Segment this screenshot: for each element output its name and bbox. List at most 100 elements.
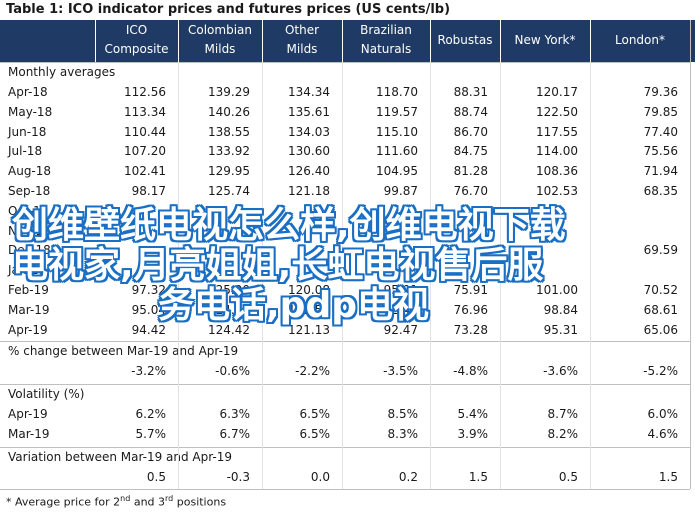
section-heading: Variation between Mar-19 and Apr-19 bbox=[8, 449, 233, 464]
cell: 124.52 bbox=[208, 302, 250, 317]
footnote-part: * Average price for 2 bbox=[6, 496, 121, 510]
overlay-text: 创维壁纸电视怎么样,创维电视下载 bbox=[12, 205, 566, 246]
cell: 0.0 bbox=[310, 469, 330, 484]
cell: 84.75 bbox=[453, 144, 488, 159]
row-label: Apr-19 bbox=[8, 406, 48, 421]
row-line bbox=[0, 446, 690, 448]
header-divider bbox=[342, 20, 343, 62]
cell: 3.9% bbox=[457, 427, 489, 442]
row-label: Jun-18 bbox=[8, 124, 47, 139]
column-divider bbox=[178, 62, 179, 490]
row-label: Apr-18 bbox=[8, 85, 48, 99]
cell: 120.08 bbox=[288, 283, 330, 297]
cell: -4.8% bbox=[453, 364, 488, 379]
cell: -3.2% bbox=[131, 364, 166, 379]
cell: 8.3% bbox=[387, 427, 419, 442]
column-divider bbox=[430, 62, 431, 490]
cell: 8.2% bbox=[547, 427, 579, 442]
cell: 117.55 bbox=[536, 124, 578, 139]
column-header: Composite bbox=[104, 42, 169, 56]
cell: 118.70 bbox=[376, 85, 418, 99]
cell: 134.34 bbox=[288, 85, 330, 99]
column-divider bbox=[590, 62, 591, 490]
cell: 110.44 bbox=[124, 124, 166, 139]
row-label: Jan-19 bbox=[8, 263, 47, 278]
cell: 73.28 bbox=[453, 322, 488, 337]
footnote-part: and 3 bbox=[130, 496, 166, 510]
cell: 97.32 bbox=[131, 283, 166, 297]
cell: 111.60 bbox=[376, 144, 418, 159]
cell: 99.87 bbox=[383, 184, 418, 198]
footnote-part: rd bbox=[165, 494, 174, 504]
row-line bbox=[0, 383, 690, 385]
cell: 138.55 bbox=[208, 124, 250, 139]
cell: 6.5% bbox=[299, 406, 331, 421]
cell: 107.20 bbox=[124, 144, 166, 159]
cell: 129.95 bbox=[208, 164, 250, 179]
cell: 88.31 bbox=[453, 85, 488, 99]
cell: -5.2% bbox=[643, 364, 678, 379]
cell: -3.6% bbox=[543, 364, 578, 379]
cell: 1.5 bbox=[658, 469, 678, 484]
cell: 0.5 bbox=[146, 469, 166, 484]
cell: 126.40 bbox=[288, 164, 330, 179]
cell: 75.91 bbox=[453, 283, 488, 297]
cell: 119.57 bbox=[376, 104, 418, 119]
column-header: Milds bbox=[204, 42, 236, 56]
header-divider bbox=[262, 20, 263, 62]
cell: 140.26 bbox=[208, 104, 250, 119]
cell: 108.36 bbox=[536, 164, 578, 179]
cell: 122.50 bbox=[536, 104, 578, 119]
row-label: Aug-18 bbox=[8, 164, 52, 179]
cell: 8.7% bbox=[547, 406, 579, 421]
cell: 65.06 bbox=[643, 322, 678, 337]
cell: 5.7% bbox=[135, 427, 167, 442]
cell: 94.42 bbox=[131, 322, 166, 337]
cell: 135.61 bbox=[288, 104, 330, 119]
cell: 125.74 bbox=[208, 184, 250, 198]
column-divider bbox=[262, 62, 263, 490]
row-label: Mar-19 bbox=[8, 302, 50, 317]
cell: 125.20 bbox=[208, 283, 250, 297]
cell: 122.59 bbox=[288, 302, 330, 317]
cell: 130.60 bbox=[288, 144, 330, 159]
row-label: May-18 bbox=[8, 104, 53, 119]
cell: 104.95 bbox=[376, 164, 418, 179]
cell: 77.40 bbox=[643, 124, 678, 139]
row-label: Feb-19 bbox=[8, 283, 49, 297]
cell: 92.40 bbox=[383, 302, 418, 317]
title-band bbox=[0, 0, 695, 20]
cell: 95.31 bbox=[543, 322, 578, 337]
row-label: Jul-18 bbox=[8, 144, 43, 159]
cell: 95.91 bbox=[383, 283, 418, 297]
overlay-text: 务电话,pdp电视 bbox=[158, 285, 429, 326]
cell: 88.74 bbox=[453, 104, 488, 119]
title: Table 1: ICO indicator prices and future… bbox=[6, 2, 451, 17]
cell: 114.00 bbox=[536, 144, 578, 159]
header-divider bbox=[95, 20, 96, 62]
cell: 139.29 bbox=[208, 85, 250, 99]
column-header: Other bbox=[284, 23, 320, 37]
cell: 133.92 bbox=[208, 144, 250, 159]
cell: -0.6% bbox=[215, 364, 250, 379]
row-line bbox=[0, 341, 690, 343]
column-header: ICO bbox=[125, 23, 148, 37]
cell: 6.7% bbox=[219, 427, 251, 442]
column-divider bbox=[500, 62, 501, 490]
cell: 68.35 bbox=[643, 184, 678, 198]
cell: -3.5% bbox=[383, 364, 418, 379]
header-band bbox=[0, 20, 695, 62]
overlay-text: 电视家,月亮姐姐,长虹电视售后服 bbox=[12, 245, 544, 286]
cell: 113.34 bbox=[124, 104, 166, 119]
cell: 79.85 bbox=[643, 104, 678, 119]
row-line bbox=[0, 489, 690, 491]
cell: 120.17 bbox=[536, 85, 578, 99]
cell: 101.00 bbox=[536, 283, 578, 297]
cell: 68.61 bbox=[643, 302, 678, 317]
cell: 79.36 bbox=[643, 85, 678, 99]
column-header: London* bbox=[615, 33, 665, 47]
cell: 69.59 bbox=[643, 243, 678, 258]
cell: 95.04 bbox=[131, 302, 166, 317]
header-divider bbox=[500, 20, 501, 62]
